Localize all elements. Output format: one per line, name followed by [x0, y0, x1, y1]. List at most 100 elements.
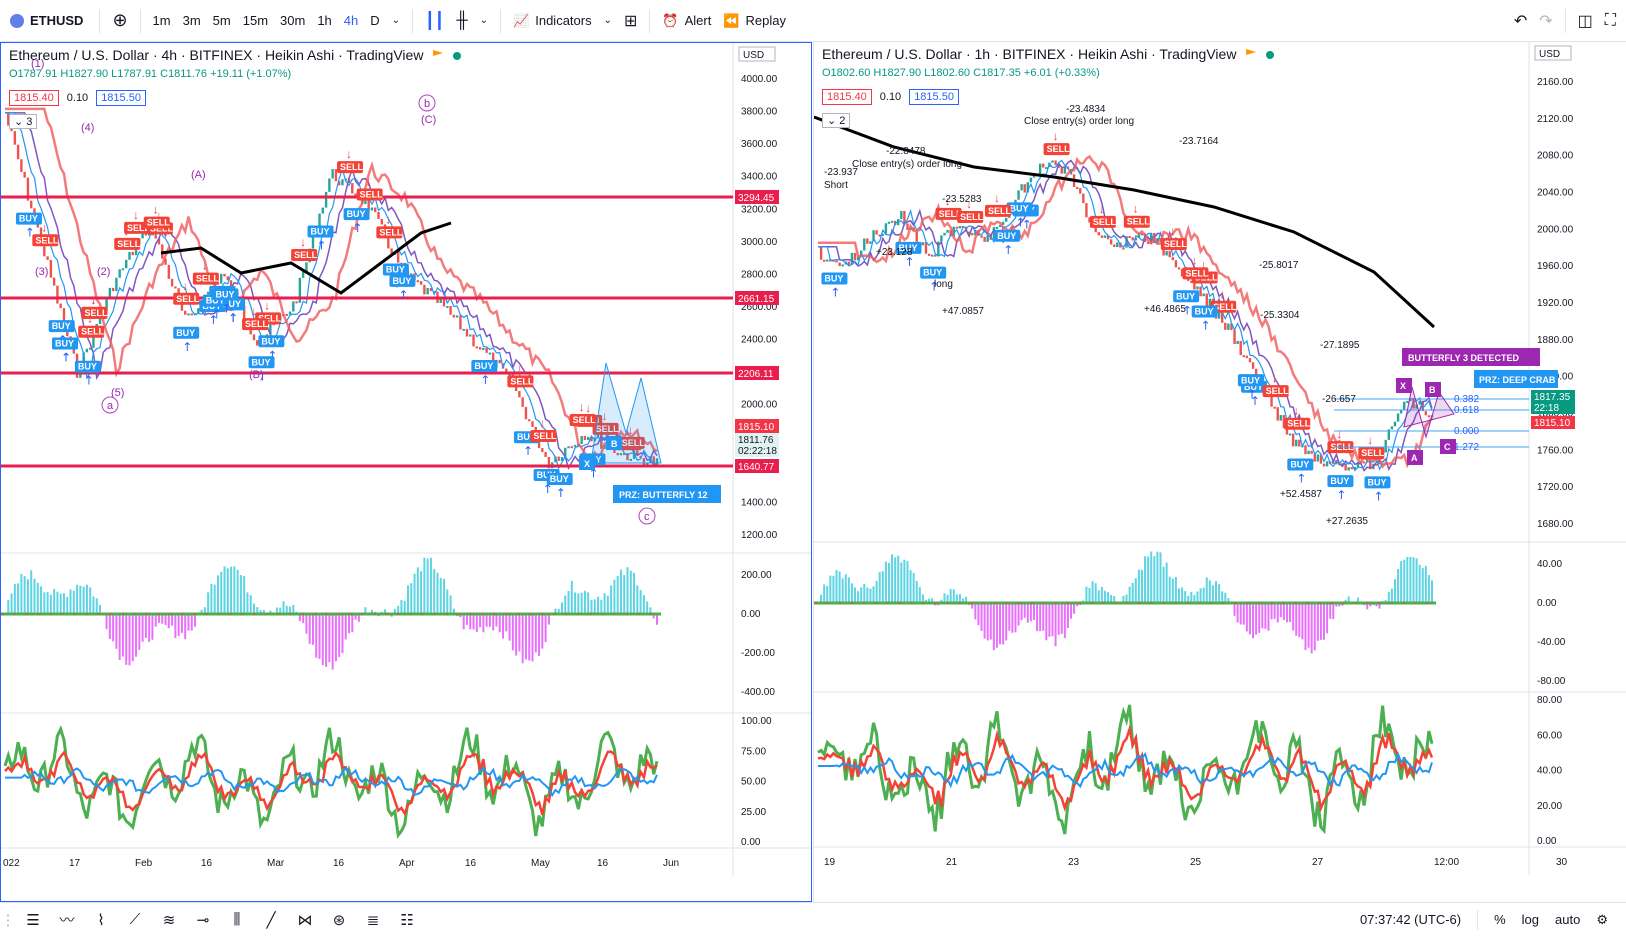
elliott-wave-label: (C) [421, 114, 436, 126]
drag-handle-icon[interactable]: ⋮ [0, 911, 16, 929]
settings-icon[interactable]: ⚙ [1596, 911, 1608, 927]
candle [1165, 251, 1168, 256]
osc-bar [616, 575, 619, 614]
templates-icon[interactable]: ⊞ [624, 12, 638, 30]
indicator-count-badge[interactable]: ⌄ 3 [9, 114, 38, 129]
fib-retracement-icon[interactable]: ≣ [366, 911, 380, 929]
horizontal-ray-icon[interactable]: ⊸ [196, 911, 210, 929]
badge-count: 2 [839, 115, 846, 127]
bid-price[interactable]: 1815.40 [9, 90, 59, 106]
chart-panel-4h[interactable]: 4000.00 3800.00 3600.00 3400.00 3200.00 3000.… [0, 42, 812, 902]
strategy-annotation: +27.2635 [1326, 516, 1368, 527]
ask-price[interactable]: 1815.50 [909, 89, 959, 105]
arrow-up-icon: ↑ [588, 466, 598, 480]
candle [1220, 311, 1224, 323]
layout-icon[interactable]: ◫ [1577, 12, 1593, 30]
interval-1m[interactable]: 1m [152, 13, 171, 28]
osc-bar [187, 614, 190, 631]
buy-signal [15, 212, 42, 225]
line-tool-icon[interactable]: ╱ [266, 911, 276, 929]
osc-bar [844, 574, 847, 603]
osc-bar [59, 593, 62, 614]
candle [655, 458, 659, 465]
sell-signal [81, 306, 108, 319]
osc-bar [475, 614, 478, 632]
candle [1017, 190, 1020, 200]
fullscreen-icon[interactable]: ⛶ [1604, 11, 1616, 29]
osc-bar [479, 614, 482, 628]
interval-15m[interactable]: 15m [242, 13, 269, 28]
osc-bar [577, 593, 580, 614]
interval-1h[interactable]: 1h [317, 13, 332, 28]
menu-lines-icon[interactable]: ☰ [26, 911, 40, 929]
undo-icon[interactable]: ↶ [1513, 12, 1528, 30]
osc-bar [878, 572, 881, 603]
interval-3m[interactable]: 3m [182, 13, 201, 28]
osc-bar [1313, 603, 1316, 651]
candle [7, 112, 10, 126]
candle [318, 213, 321, 233]
candle [518, 390, 521, 398]
candle [1353, 466, 1357, 469]
arrow-down-icon: ↓ [251, 304, 257, 318]
xabcd-pattern-icon[interactable]: ⋈ [297, 911, 313, 929]
wave-count-icon[interactable]: ⌇ [97, 911, 105, 929]
bars-pattern-icon[interactable]: ⫼ [233, 911, 241, 928]
osc-bar [99, 604, 102, 614]
price-axis-label: 1400.00 [741, 497, 778, 508]
osc-bar [1174, 576, 1177, 603]
clock-time[interactable]: 07:37:42 (UTC-6) [1359, 912, 1462, 927]
indicators-button[interactable]: 📈 Indicators [507, 6, 598, 36]
compare-icon[interactable]: ⊕ [112, 10, 128, 30]
indicators-icon: 📈 [513, 12, 530, 28]
chevron-down-icon[interactable]: ⌄ [603, 15, 612, 26]
osc-bar [1375, 603, 1378, 607]
channel-icon[interactable]: ≋ [162, 911, 176, 929]
redo-icon[interactable]: ↷ [1539, 12, 1553, 30]
candle [1233, 330, 1236, 344]
fib-extension-icon[interactable]: ☷ [400, 911, 414, 929]
price-axis-label: 2600.00 [741, 302, 778, 313]
interval-5m[interactable]: 5m [212, 13, 231, 28]
trend-line-icon[interactable]: ⟋ [129, 911, 141, 928]
candle [59, 303, 62, 309]
osc-bar [832, 575, 835, 603]
interval-4h[interactable]: 4h [343, 13, 359, 28]
bid-price[interactable]: 1815.40 [822, 89, 872, 105]
strategy-annotation: long [934, 279, 953, 290]
bar-style-icon[interactable]: ┃┃ [425, 12, 445, 30]
osc-bar [118, 614, 121, 660]
chart-canvas-1h[interactable]: 2160.002120.002080.002040.002000.001960.… [814, 42, 1626, 902]
candle-style-icon[interactable]: ╫ [456, 11, 468, 29]
auto-toggle[interactable]: auto [1555, 912, 1581, 927]
replay-label: Replay [745, 13, 786, 28]
indicator-count-badge[interactable]: ⌄ 2 [822, 113, 851, 128]
candle [334, 169, 338, 182]
percent-toggle[interactable]: % [1494, 912, 1506, 927]
flag-icon[interactable] [1246, 49, 1257, 55]
symbol-search[interactable]: ETHUSD [0, 6, 93, 36]
ask-price[interactable]: 1815.50 [96, 90, 146, 106]
replay-button[interactable]: ⏪ Replay [717, 6, 792, 36]
interval-d[interactable]: D [370, 13, 380, 28]
alert-button[interactable]: ⏰ Alert [656, 6, 717, 36]
magnet-icon[interactable]: ⊛ [332, 911, 346, 929]
osc-bar [1140, 569, 1143, 603]
elliott-wave-icon[interactable]: 〰 [59, 912, 75, 929]
chart-canvas-4h[interactable]: 4000.003800.003600.003400.003200.003000.… [1, 43, 812, 902]
chevron-down-icon[interactable]: ⌄ [391, 15, 401, 26]
flag-icon[interactable] [433, 50, 444, 56]
arrow-down-icon: ↓ [90, 293, 96, 307]
osc-bar [1171, 578, 1174, 603]
candle [642, 458, 646, 467]
log-toggle[interactable]: log [1521, 912, 1540, 927]
candle [1239, 340, 1242, 356]
chevron-down-icon[interactable]: ⌄ [479, 15, 489, 26]
level-price-tag [735, 459, 779, 473]
osc-bar [433, 569, 436, 614]
sell-signal-label: SELL [245, 319, 269, 329]
candle [128, 251, 131, 260]
chart-panel-1h[interactable]: 2160.00 2120.00 2080.00 2040.00 2000.00 1960.… [813, 42, 1626, 902]
interval-30m[interactable]: 30m [280, 13, 306, 28]
osc-bar [1181, 587, 1184, 603]
